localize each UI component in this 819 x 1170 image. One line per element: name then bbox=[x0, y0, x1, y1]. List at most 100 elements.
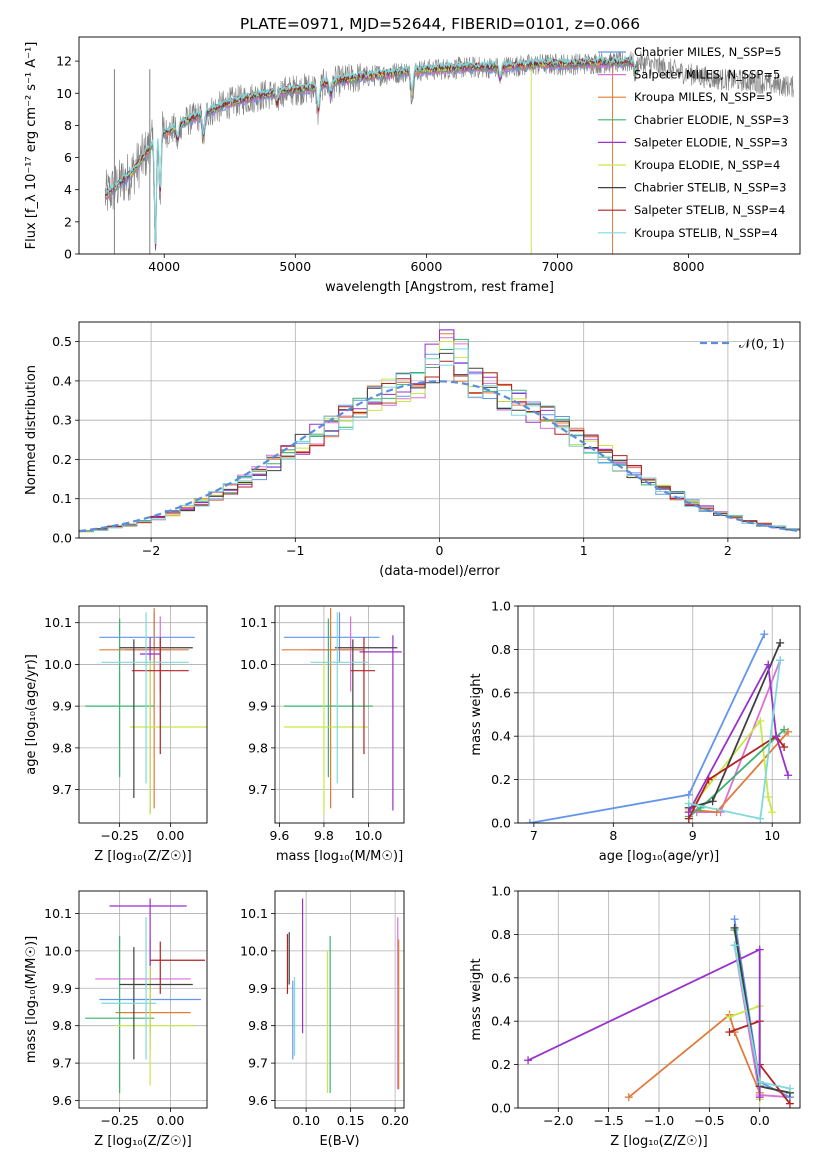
y-tick-label: 9.7 bbox=[52, 1056, 72, 1071]
x-axis-label: age [log₁₀(age/yr)] bbox=[599, 849, 720, 864]
legend-entry: Kroupa ELODIE, N_SSP=4 bbox=[634, 158, 780, 172]
errorbar-point bbox=[129, 660, 207, 815]
weight-marker bbox=[755, 1093, 764, 1102]
weight-line bbox=[527, 948, 761, 1098]
y-tick-label: 9.9 bbox=[52, 981, 72, 996]
y-tick-label: 8 bbox=[64, 118, 72, 133]
errorbar-point bbox=[150, 941, 205, 994]
y-tick-label: 0.8 bbox=[491, 927, 511, 942]
model-spectrum-line bbox=[104, 56, 637, 243]
y-tick-label: 9.8 bbox=[52, 1018, 72, 1033]
errorbar-point bbox=[109, 898, 187, 993]
weight-line bbox=[688, 731, 789, 814]
weight-marker bbox=[684, 799, 693, 808]
x-tick-label: 0 bbox=[436, 543, 444, 558]
weight-marker bbox=[684, 808, 693, 817]
histogram-series bbox=[79, 329, 800, 533]
weight-marker bbox=[785, 1099, 794, 1108]
errorbar-point bbox=[283, 618, 373, 778]
x-tick-label: 8 bbox=[609, 828, 617, 843]
y-tick-label: 1.0 bbox=[491, 884, 511, 899]
y-axis-label: Normed distribution bbox=[24, 365, 39, 495]
x-tick-label: 0.00 bbox=[157, 1113, 185, 1128]
y-tick-label: 10.1 bbox=[44, 615, 72, 630]
model-spectrum-line bbox=[104, 60, 637, 251]
weight-marker bbox=[524, 1056, 533, 1065]
axes-frame bbox=[274, 890, 405, 1109]
mass-vs-z-errorbars bbox=[85, 898, 205, 1094]
legend-entry: Chabrier ELODIE, N_SSP=3 bbox=[634, 113, 789, 127]
y-tick-label: 10.0 bbox=[44, 943, 72, 958]
x-tick-label: 7000 bbox=[542, 259, 574, 274]
weight-marker bbox=[525, 819, 534, 823]
y-tick-label: 0.4 bbox=[52, 373, 72, 388]
errorbar-point bbox=[85, 935, 155, 1094]
y-tick-label: 0.4 bbox=[491, 729, 511, 744]
y-tick-label: 10.0 bbox=[44, 657, 72, 672]
y-axis-label: mass [log₁₀(M/M☉)] bbox=[24, 936, 39, 1063]
mass-vs-ebv-axes: 0.10 0.15 0.20 9.6 9.7 9.8 9.9 10.0 10.1 E(B-V) bbox=[240, 891, 409, 1149]
weight-marker bbox=[755, 1077, 764, 1086]
x-tick-label: −1.5 bbox=[593, 1113, 623, 1128]
legend-entry: Chabrier STELIB, N_SSP=3 bbox=[634, 181, 786, 195]
legend-entry: Chabrier MILES, N_SSP=5 bbox=[634, 45, 781, 59]
x-tick-label: 1 bbox=[580, 543, 588, 558]
histogram-legend: 𝒩(0, 1) bbox=[700, 336, 785, 351]
y-tick-label: 9.7 bbox=[248, 1056, 268, 1071]
y-tick-label: 9.8 bbox=[248, 740, 268, 755]
y-tick-label: 0.2 bbox=[491, 1057, 511, 1072]
errorbar-point bbox=[350, 637, 376, 755]
y-tick-label: 0.6 bbox=[491, 970, 511, 985]
mass-vs-ebv-errorbars bbox=[286, 898, 400, 1094]
y-axis-label: age [log₁₀(age/yr)] bbox=[24, 654, 39, 775]
weight-marker bbox=[730, 941, 739, 950]
legend-entry: Kroupa STELIB, N_SSP=4 bbox=[634, 226, 778, 240]
errorbar-point bbox=[119, 639, 193, 798]
weight-vs-age-series bbox=[525, 630, 793, 823]
weight-marker bbox=[756, 717, 765, 726]
weight-marker bbox=[730, 923, 739, 932]
weight-marker bbox=[776, 638, 785, 647]
weight-line bbox=[688, 661, 789, 813]
y-tick-label: 0 bbox=[64, 247, 72, 262]
model-spectrum-line bbox=[104, 60, 637, 247]
histogram-step bbox=[79, 348, 800, 532]
legend-entry: Salpeter MILES, N_SSP=5 bbox=[634, 68, 780, 82]
y-tick-label: 2 bbox=[64, 214, 72, 229]
x-tick-label: −1 bbox=[286, 543, 304, 558]
x-tick-label: 9 bbox=[689, 828, 697, 843]
x-tick-label: 0.10 bbox=[292, 1113, 320, 1128]
weight-line bbox=[687, 734, 785, 820]
age-vs-z-axes: −0.25 0.00 9.7 9.8 9.9 10.0 10.1 Z [log₁₀(Z/Z☉)… bbox=[24, 606, 207, 864]
y-tick-label: 10.1 bbox=[240, 615, 268, 630]
weight-line bbox=[628, 1013, 761, 1098]
x-axis-label: Z [log₁₀(Z/Z☉)] bbox=[94, 849, 191, 864]
y-tick-label: 0.5 bbox=[52, 334, 72, 349]
weight-marker bbox=[764, 792, 773, 801]
y-tick-label: 12 bbox=[56, 54, 72, 69]
x-tick-label: −0.25 bbox=[100, 828, 138, 843]
x-tick-label: 7 bbox=[530, 828, 538, 843]
model-spectrum-line bbox=[105, 53, 637, 244]
weight-marker bbox=[755, 945, 764, 954]
age-vs-z-errorbars bbox=[85, 608, 207, 815]
weight-marker bbox=[730, 915, 739, 924]
legend-entry: Kroupa MILES, N_SSP=5 bbox=[634, 90, 773, 104]
y-axis-label: mass weight bbox=[469, 673, 484, 755]
x-tick-label: −2 bbox=[142, 543, 160, 558]
x-tick-label: 4000 bbox=[148, 259, 180, 274]
x-axis-label: Z [log₁₀(Z/Z☉)] bbox=[94, 1134, 191, 1149]
weight-marker bbox=[764, 660, 773, 669]
model-spectrum-line bbox=[104, 57, 637, 245]
axes-frame bbox=[517, 890, 801, 1109]
weight-marker bbox=[784, 771, 793, 780]
errorbar-point bbox=[115, 965, 195, 1086]
weight-marker bbox=[708, 797, 717, 806]
x-tick-label: 0.20 bbox=[381, 1113, 409, 1128]
x-tick-label: 9.8 bbox=[314, 828, 334, 843]
axes-frame bbox=[78, 890, 208, 1109]
x-tick-label: 2 bbox=[724, 543, 732, 558]
weight-marker bbox=[624, 1093, 633, 1102]
x-tick-label: 5000 bbox=[279, 259, 311, 274]
weight-marker bbox=[760, 630, 769, 639]
